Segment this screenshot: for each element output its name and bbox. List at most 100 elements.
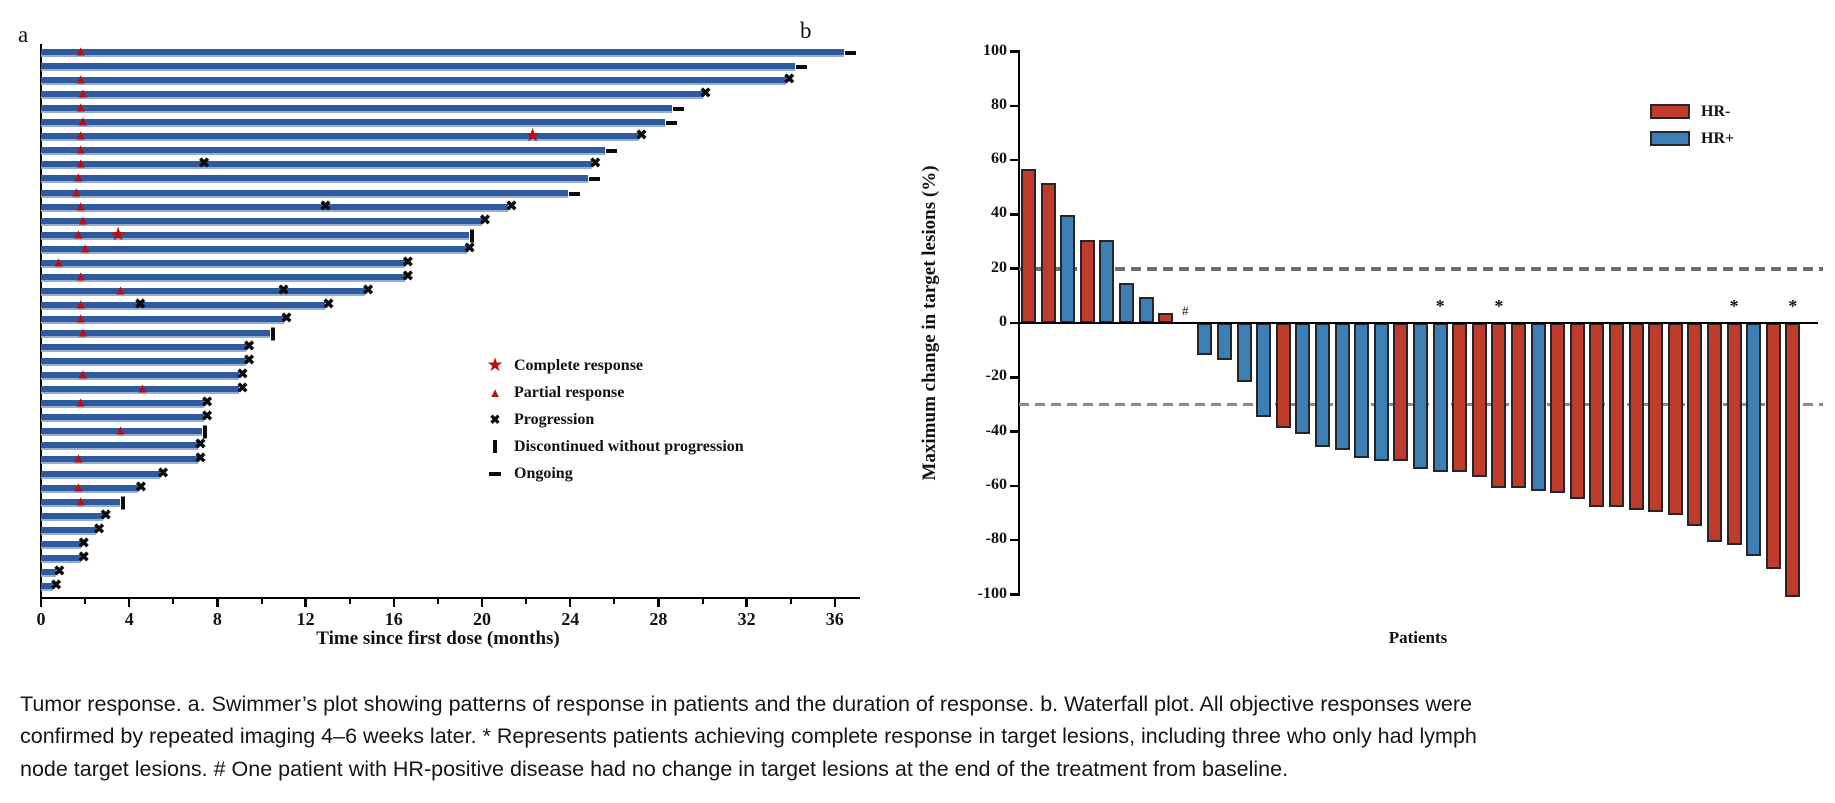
progression-end-icon: ✖ xyxy=(157,465,169,481)
no-change-hash-annotation: # xyxy=(1182,303,1189,318)
partial-response-icon: ▲ xyxy=(113,423,128,439)
swimmer-bar xyxy=(41,217,482,226)
waterfall-bar xyxy=(1354,323,1370,459)
panel-b-y-axis-title: Maximum change in target lesions (%) xyxy=(919,165,940,481)
bar-legend-icon xyxy=(484,440,506,453)
hr-negative-swatch xyxy=(1650,104,1690,119)
legend-item: Ongoing xyxy=(484,460,744,487)
complete-response-icon: ★ xyxy=(109,224,127,246)
x-tick-label: 0 xyxy=(36,609,46,629)
waterfall-bar xyxy=(1609,323,1624,507)
legend-item-label: Progression xyxy=(514,410,595,428)
partial-response-icon: ▲ xyxy=(75,114,90,130)
progression-end-icon: ✖ xyxy=(201,409,214,425)
panel-a-x-axis xyxy=(39,596,860,599)
partial-response-icon: ▲ xyxy=(75,325,90,341)
legend-item: ▲ Partial response xyxy=(484,379,744,406)
swimmer-bar xyxy=(41,470,161,479)
y-tick-label: 40 xyxy=(991,204,1007,222)
progression-end-icon: ✖ xyxy=(194,451,207,467)
progression-end-icon: ✖ xyxy=(479,213,491,229)
waterfall-bar xyxy=(1746,323,1762,556)
partial-response-icon: ▲ xyxy=(71,451,86,467)
panel-a-legend: ★ Complete response ▲ Partial response ✖ Prog… xyxy=(484,352,744,487)
swimmer-bar xyxy=(41,414,205,423)
panel-a-x-axis-title: Time since first dose (months) xyxy=(316,628,560,649)
partial-response-icon: ▲ xyxy=(69,184,84,200)
partial-response-icon: ▲ xyxy=(75,213,90,229)
waterfall-bar xyxy=(1471,323,1487,478)
waterfall-bar xyxy=(1138,296,1154,323)
progression-end-icon: ✖ xyxy=(783,72,796,88)
y-tick-label: -60 xyxy=(985,475,1007,493)
complete-response-asterisk-annotation: * xyxy=(1788,296,1798,316)
x-minor-tick xyxy=(260,599,263,604)
swimmer-bar xyxy=(41,301,326,310)
waterfall-bar xyxy=(1707,323,1722,543)
legend-item: ✖ Progression xyxy=(484,406,744,433)
ongoing-icon xyxy=(796,65,808,70)
swimmer-bar xyxy=(41,568,57,577)
figure-caption: Tumor response. a. Swimmer’s plot showin… xyxy=(20,688,1820,785)
progression-end-icon: ✖ xyxy=(280,311,293,327)
y-tick-label: 20 xyxy=(991,258,1007,276)
progression-end-icon: ✖ xyxy=(322,297,335,313)
x-tick xyxy=(745,599,748,607)
swimmer-bar xyxy=(41,105,672,114)
waterfall-bar xyxy=(1413,323,1428,469)
partial-response-icon: ▲ xyxy=(78,241,93,257)
legend-item: ★ Complete response xyxy=(484,352,744,379)
waterfall-bar xyxy=(1060,215,1076,323)
swimmer-bar xyxy=(41,161,593,170)
waterfall-bar xyxy=(1648,323,1664,513)
legend-item-label: Partial response xyxy=(514,383,625,401)
waterfall-bar xyxy=(1099,239,1115,323)
progression-end-icon: ✖ xyxy=(243,353,255,369)
swimmer-bar xyxy=(41,203,509,212)
swimmer-bar xyxy=(41,273,405,282)
x-tick-label: 16 xyxy=(384,609,403,629)
discontinued-icon xyxy=(121,496,126,510)
partial-response-icon: ▲ xyxy=(135,381,150,397)
x-tick xyxy=(392,599,396,607)
swimmer-bar xyxy=(41,428,202,437)
swimmer-bar xyxy=(41,456,198,465)
swimmer-bar xyxy=(41,512,103,521)
panel-b: b Maximum change in target lesions (%) #… xyxy=(790,0,1835,680)
x-tick-label: 20 xyxy=(473,609,491,629)
x-minor-tick xyxy=(84,599,87,604)
y-tick-label: -100 xyxy=(977,584,1007,602)
y-tick-label: 60 xyxy=(991,150,1007,168)
y-tick xyxy=(1010,321,1019,325)
ongoing-icon xyxy=(672,107,684,112)
swimmer-bar xyxy=(41,582,54,591)
swimmer-bar xyxy=(41,484,139,493)
swimmer-bar xyxy=(41,91,703,100)
star-legend-icon: ★ xyxy=(486,355,504,376)
legend-item-label: Complete response xyxy=(514,356,644,374)
legend-item-hr-positive: HR+ xyxy=(1650,125,1734,152)
y-tick xyxy=(1010,484,1019,488)
complete-response-asterisk-annotation: * xyxy=(1494,296,1504,316)
waterfall-bar xyxy=(1275,323,1291,429)
x-minor-tick xyxy=(613,599,616,604)
waterfall-bar xyxy=(1569,323,1585,499)
waterfall-bar xyxy=(1785,323,1801,597)
swimmer-bar xyxy=(41,315,284,324)
x-tick xyxy=(304,599,307,607)
x-tick xyxy=(480,599,484,607)
waterfall-bar xyxy=(1217,323,1232,361)
partial-response-icon: ▲ xyxy=(71,170,86,186)
progression-end-icon: ✖ xyxy=(135,479,147,495)
x-tick-label: 36 xyxy=(825,609,844,629)
ongoing-icon xyxy=(588,177,600,182)
complete-response-asterisk-annotation: * xyxy=(1729,296,1739,316)
partial-response-icon: ▲ xyxy=(73,269,88,285)
panel-b-legend: HR- HR+ xyxy=(1650,98,1734,152)
legend-item-label: Ongoing xyxy=(514,464,573,482)
panel-b-label: b xyxy=(800,18,812,43)
waterfall-bar xyxy=(1373,323,1389,461)
waterfall-bar xyxy=(1079,239,1095,323)
discontinued-icon xyxy=(271,327,276,341)
